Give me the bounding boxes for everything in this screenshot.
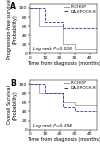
- R-CHOP: [62, 92, 63, 94]
- R-CHOP: [96, 104, 98, 105]
- R-CHOP: [62, 101, 63, 103]
- DA-EPOCH-R: [62, 106, 63, 108]
- DA-EPOCH-R: [44, 21, 46, 22]
- R-CHOP: [29, 83, 31, 85]
- X-axis label: Time from diagnosis (months): Time from diagnosis (months): [27, 61, 100, 66]
- Line: DA-EPOCH-R: DA-EPOCH-R: [30, 8, 97, 28]
- DA-EPOCH-R: [62, 21, 63, 22]
- DA-EPOCH-R: [29, 83, 31, 85]
- R-CHOP: [74, 101, 75, 103]
- R-CHOP: [38, 7, 40, 9]
- DA-EPOCH-R: [44, 7, 46, 9]
- R-CHOP: [74, 43, 75, 45]
- Legend: R-CHOP, DA-EPOCH-R: R-CHOP, DA-EPOCH-R: [64, 5, 97, 14]
- Line: R-CHOP: R-CHOP: [30, 84, 97, 105]
- R-CHOP: [62, 43, 63, 45]
- Legend: R-CHOP, DA-EPOCH-R: R-CHOP, DA-EPOCH-R: [64, 81, 97, 90]
- DA-EPOCH-R: [29, 7, 31, 9]
- Text: Log rank P=0.394: Log rank P=0.394: [33, 124, 72, 128]
- R-CHOP: [96, 48, 98, 50]
- R-CHOP: [74, 48, 75, 50]
- R-CHOP: [29, 7, 31, 9]
- Text: B: B: [10, 78, 16, 88]
- DA-EPOCH-R: [44, 92, 46, 94]
- DA-EPOCH-R: [62, 28, 63, 29]
- DA-EPOCH-R: [74, 106, 75, 108]
- Line: R-CHOP: R-CHOP: [30, 8, 97, 49]
- Line: DA-EPOCH-R: DA-EPOCH-R: [30, 84, 97, 111]
- Y-axis label: Overall Survival
(Probability): Overall Survival (Probability): [7, 86, 18, 124]
- X-axis label: Time from diagnosis (months): Time from diagnosis (months): [27, 138, 100, 143]
- R-CHOP: [38, 25, 40, 27]
- Text: A: A: [10, 2, 16, 11]
- Y-axis label: Progression-free survival
(Probability): Progression-free survival (Probability): [7, 0, 18, 59]
- DA-EPOCH-R: [44, 83, 46, 85]
- DA-EPOCH-R: [74, 111, 75, 112]
- DA-EPOCH-R: [96, 111, 98, 112]
- Text: Log rank P=0.028: Log rank P=0.028: [33, 48, 72, 52]
- DA-EPOCH-R: [62, 92, 63, 94]
- DA-EPOCH-R: [96, 28, 98, 29]
- R-CHOP: [38, 92, 40, 94]
- R-CHOP: [74, 104, 75, 105]
- R-CHOP: [62, 25, 63, 27]
- R-CHOP: [38, 83, 40, 85]
